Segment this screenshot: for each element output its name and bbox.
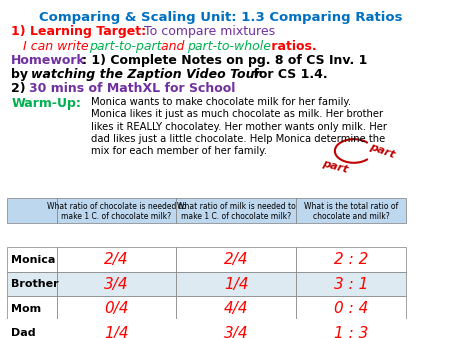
FancyBboxPatch shape bbox=[7, 198, 57, 223]
Text: 3/4: 3/4 bbox=[104, 276, 129, 292]
FancyBboxPatch shape bbox=[296, 321, 406, 338]
FancyBboxPatch shape bbox=[57, 272, 176, 296]
Text: Warm-Up:: Warm-Up: bbox=[11, 97, 81, 110]
Text: part: part bbox=[368, 142, 396, 160]
Text: 2 : 2: 2 : 2 bbox=[334, 252, 368, 267]
FancyBboxPatch shape bbox=[296, 247, 406, 272]
Text: What is the total ratio of
chocolate and milk?: What is the total ratio of chocolate and… bbox=[304, 202, 398, 221]
Text: 1/4: 1/4 bbox=[104, 325, 129, 338]
Text: 0/4: 0/4 bbox=[104, 301, 129, 316]
FancyBboxPatch shape bbox=[176, 296, 296, 321]
Text: 3 : 1: 3 : 1 bbox=[334, 276, 368, 292]
Text: 1/4: 1/4 bbox=[224, 276, 248, 292]
Text: Monica: Monica bbox=[11, 255, 55, 265]
Text: 0 : 4: 0 : 4 bbox=[334, 301, 368, 316]
Text: 2/4: 2/4 bbox=[224, 252, 248, 267]
Text: watching the Zaption Video Tour: watching the Zaption Video Tour bbox=[32, 68, 261, 81]
Text: 1) Learning Target:: 1) Learning Target: bbox=[11, 25, 151, 39]
FancyBboxPatch shape bbox=[296, 198, 406, 223]
Text: part: part bbox=[321, 159, 349, 175]
Text: To compare mixtures: To compare mixtures bbox=[144, 25, 274, 39]
Text: and: and bbox=[158, 40, 189, 53]
Text: Monica likes it just as much chocolate as milk. Her brother: Monica likes it just as much chocolate a… bbox=[91, 110, 383, 119]
FancyBboxPatch shape bbox=[57, 247, 176, 272]
FancyBboxPatch shape bbox=[176, 272, 296, 296]
Text: I can write: I can write bbox=[11, 40, 93, 53]
FancyBboxPatch shape bbox=[7, 247, 57, 272]
FancyBboxPatch shape bbox=[57, 321, 176, 338]
FancyBboxPatch shape bbox=[7, 272, 57, 296]
FancyBboxPatch shape bbox=[296, 272, 406, 296]
Text: Comparing & Scaling Unit: 1.3 Comparing Ratios: Comparing & Scaling Unit: 1.3 Comparing … bbox=[39, 11, 403, 24]
Text: 1 : 3: 1 : 3 bbox=[334, 325, 368, 338]
Text: : 1) Complete Notes on pg. 8 of CS Inv. 1: : 1) Complete Notes on pg. 8 of CS Inv. … bbox=[82, 54, 368, 67]
FancyBboxPatch shape bbox=[7, 321, 57, 338]
Text: What ratio of chocolate is needed to
make 1 C. of chocolate milk?: What ratio of chocolate is needed to mak… bbox=[47, 202, 186, 221]
Text: Homework: Homework bbox=[11, 54, 86, 67]
FancyBboxPatch shape bbox=[7, 296, 57, 321]
Text: ratios.: ratios. bbox=[267, 40, 317, 53]
FancyBboxPatch shape bbox=[176, 198, 296, 223]
Text: 2/4: 2/4 bbox=[104, 252, 129, 267]
Text: part-to-whole: part-to-whole bbox=[187, 40, 271, 53]
Text: part-to-part: part-to-part bbox=[89, 40, 161, 53]
FancyBboxPatch shape bbox=[176, 321, 296, 338]
Text: Dad: Dad bbox=[11, 328, 36, 338]
FancyBboxPatch shape bbox=[57, 198, 176, 223]
Text: 2): 2) bbox=[11, 82, 30, 95]
Text: 3/4: 3/4 bbox=[224, 325, 248, 338]
Text: mix for each member of her family.: mix for each member of her family. bbox=[91, 146, 267, 156]
Text: Monica wants to make chocolate milk for her family.: Monica wants to make chocolate milk for … bbox=[91, 97, 351, 107]
FancyBboxPatch shape bbox=[176, 247, 296, 272]
FancyBboxPatch shape bbox=[296, 296, 406, 321]
Text: for CS 1.4.: for CS 1.4. bbox=[249, 68, 328, 81]
FancyBboxPatch shape bbox=[57, 296, 176, 321]
Text: Brother: Brother bbox=[11, 279, 59, 289]
Text: likes it REALLY chocolatey. Her mother wants only milk. Her: likes it REALLY chocolatey. Her mother w… bbox=[91, 122, 387, 132]
Text: dad likes just a little chocolate. Help Monica determine the: dad likes just a little chocolate. Help … bbox=[91, 134, 385, 144]
Text: What ratio of milk is needed to
make 1 C. of chocolate milk?: What ratio of milk is needed to make 1 C… bbox=[177, 202, 296, 221]
Text: Mom: Mom bbox=[11, 304, 41, 314]
Text: 4/4: 4/4 bbox=[224, 301, 248, 316]
Text: 30 mins of MathXL for School: 30 mins of MathXL for School bbox=[29, 82, 236, 95]
Text: by: by bbox=[11, 68, 32, 81]
